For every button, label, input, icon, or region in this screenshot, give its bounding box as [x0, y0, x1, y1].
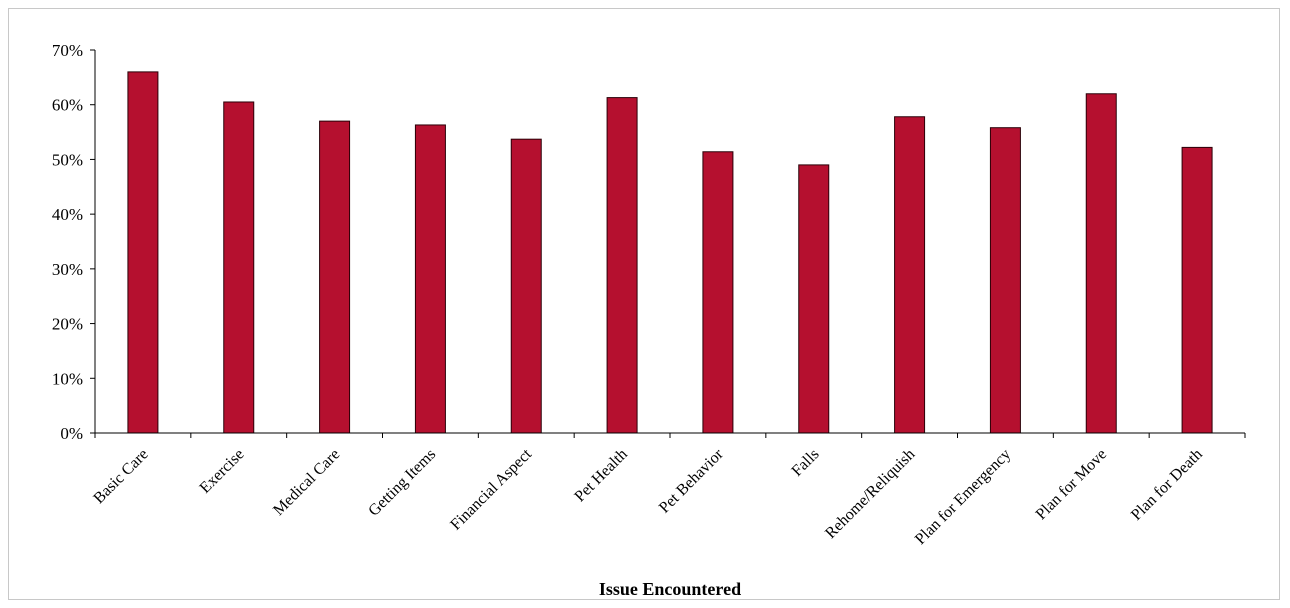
bar — [1085, 93, 1117, 434]
y-tick-label: 40% — [52, 205, 83, 224]
x-axis-title: Issue Encountered — [599, 579, 741, 599]
bar — [894, 116, 926, 434]
y-axis: 0% 10% 20% 30% 40% 50% 60% 70% — [52, 41, 96, 443]
bar — [1181, 146, 1213, 434]
bar — [798, 164, 830, 434]
x-category-label: Pet Behavior — [656, 445, 727, 516]
bars — [127, 71, 1213, 434]
x-category-label: Financial Aspect — [447, 445, 535, 533]
bar — [989, 127, 1021, 434]
bar — [223, 101, 255, 434]
x-axis: Basic Care Exercise Medical Care Getting It… — [90, 432, 1246, 548]
x-category-label: Getting Items — [365, 446, 439, 520]
bar — [414, 124, 446, 434]
x-category-label: Rehome/Reliquish — [822, 446, 918, 542]
chart-frame — [8, 8, 1280, 600]
x-category-label: Exercise — [197, 446, 248, 497]
y-tick-label: 0% — [60, 424, 83, 443]
x-category-label: Pet Health — [571, 446, 630, 505]
bar — [319, 120, 351, 434]
x-category-label: Basic Care — [90, 446, 151, 507]
y-tick-label: 20% — [52, 315, 83, 334]
y-tick-label: 10% — [52, 369, 83, 388]
x-category-label: Plan for Death — [1128, 446, 1206, 524]
y-tick-label: 30% — [52, 260, 83, 279]
x-category-label: Medical Care — [270, 446, 343, 519]
bar — [606, 97, 638, 434]
y-tick-label: 70% — [52, 41, 83, 60]
bar — [510, 138, 542, 434]
bar — [702, 151, 734, 434]
x-category-label: Plan for Move — [1033, 446, 1110, 523]
x-category-label: Falls — [789, 446, 823, 480]
y-tick-label: 60% — [52, 96, 83, 115]
y-tick-label: 50% — [52, 150, 83, 169]
bar — [127, 71, 159, 434]
x-category-label: Plan for Emergency — [912, 446, 1014, 548]
